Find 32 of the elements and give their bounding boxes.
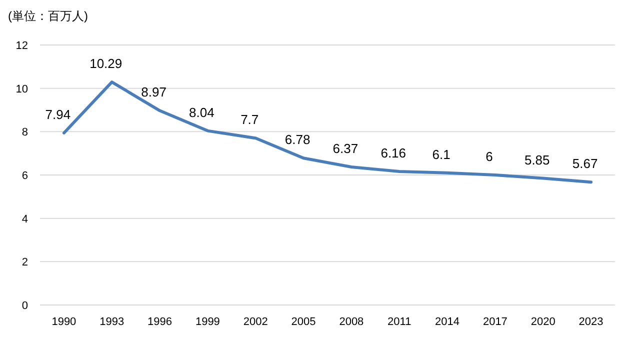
y-axis-title: (単位：百万人) <box>8 9 88 23</box>
data-label: 6 <box>486 149 493 164</box>
y-tick-label: 0 <box>22 300 28 312</box>
y-tick-label: 8 <box>22 126 28 139</box>
y-tick-label: 4 <box>22 213 28 226</box>
y-tick-label: 10 <box>16 83 28 96</box>
x-tick-label: 1996 <box>148 316 172 328</box>
x-tick-label: 2020 <box>530 316 556 328</box>
y-tick-label: 6 <box>22 170 28 182</box>
x-tick-label: 2005 <box>291 316 316 328</box>
data-label: 8.04 <box>189 104 214 120</box>
data-label: 6.37 <box>332 140 358 156</box>
x-tick-label: 2023 <box>578 316 604 328</box>
x-tick-label: 2008 <box>339 316 364 328</box>
data-label: 6.1 <box>432 146 450 162</box>
data-label: 10.29 <box>90 56 122 72</box>
data-label: 8.97 <box>141 84 166 100</box>
y-tick-label: 12 <box>16 40 28 52</box>
x-tick-label: 1993 <box>100 316 124 328</box>
data-label: 7.7 <box>240 112 259 128</box>
data-label: 5.85 <box>524 152 550 168</box>
y-tick-label: 2 <box>22 256 28 269</box>
x-tick-label: 2014 <box>435 316 460 328</box>
x-tick-label: 1999 <box>195 316 220 328</box>
x-tick-label: 2011 <box>388 316 412 328</box>
x-tick-label: 2017 <box>482 316 508 328</box>
data-label: 7.94 <box>45 106 71 122</box>
data-label: 5.67 <box>572 156 598 172</box>
x-tick-label: 2002 <box>243 316 268 328</box>
data-label: 6.16 <box>380 146 406 161</box>
x-tick-label: 1990 <box>52 316 76 328</box>
data-label: 6.78 <box>284 132 310 148</box>
